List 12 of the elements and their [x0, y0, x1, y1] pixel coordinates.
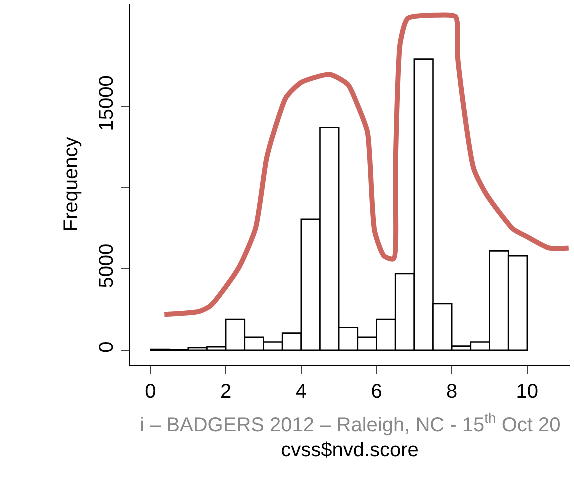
- x-tick-label: 8: [446, 381, 458, 403]
- y-tick-label: 5000: [96, 244, 118, 288]
- x-tick-label: 0: [145, 381, 156, 403]
- x-tick-label: 10: [516, 381, 539, 403]
- y-tick-label: 0: [96, 342, 118, 353]
- y-axis-title: Frequency: [60, 137, 82, 232]
- x-tick-label: 6: [371, 381, 382, 403]
- text: i – BADGERS 2012 – Raleigh, NC - 15$^{th}$ Oct 20: [140, 410, 561, 436]
- y-tick-label: 15000: [96, 76, 118, 132]
- x-axis-title: cvss$nvd.score: [281, 440, 419, 462]
- x-tick-label: 2: [220, 381, 232, 403]
- x-tick-label: 4: [296, 381, 307, 403]
